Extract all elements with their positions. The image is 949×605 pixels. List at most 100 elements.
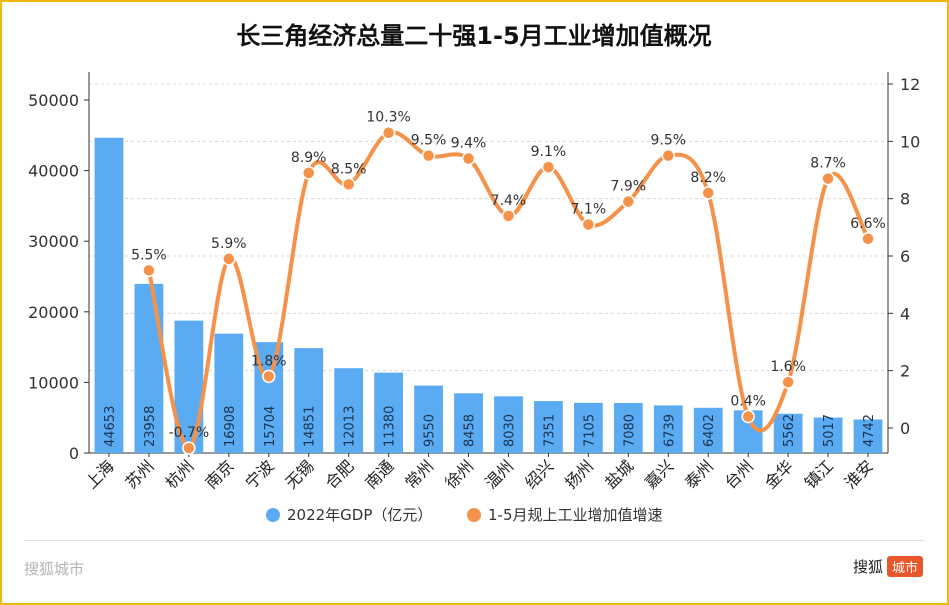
x-tick-label: 徐州 <box>441 456 477 492</box>
gdp-bar <box>853 419 883 453</box>
x-tick-label: 温州 <box>481 456 517 492</box>
legend-growth-label: 1-5月规上工业增加值增速 <box>488 506 663 524</box>
growth-point <box>262 369 276 384</box>
growth-point <box>741 409 755 424</box>
right-tick-label: 0 <box>900 419 910 438</box>
gdp-bar-label: 12013 <box>343 406 358 447</box>
legend-gdp-label: 2022年GDP（亿元） <box>287 506 432 524</box>
x-tick-label: 上海 <box>82 456 118 492</box>
growth-label: 6.6% <box>850 216 886 232</box>
gdp-bar-label: 23958 <box>143 406 158 447</box>
growth-label: 7.1% <box>571 201 607 217</box>
growth-point <box>821 171 835 186</box>
x-tick-label: 扬州 <box>561 456 597 492</box>
gdp-bar <box>134 283 164 453</box>
x-tick-label: 镇江 <box>801 456 837 492</box>
growth-point <box>222 252 236 266</box>
x-tick-label: 合肥 <box>321 456 357 492</box>
growth-line <box>146 130 870 451</box>
gdp-bar <box>94 137 124 453</box>
x-tick-label: 泰州 <box>681 456 717 492</box>
gdp-bar-label: 6402 <box>702 414 717 447</box>
growth-label: 9.4% <box>451 136 487 152</box>
gdp-bar-label: 44653 <box>103 406 118 447</box>
gdp-bar-label: 8458 <box>463 414 478 447</box>
growth-label: 1.8% <box>251 353 287 369</box>
x-tick-label: 南京 <box>202 456 238 492</box>
gdp-bar <box>813 417 843 453</box>
growth-label: 9.1% <box>531 144 567 160</box>
x-tick-label: 南通 <box>361 456 397 492</box>
gdp-bar <box>534 401 563 453</box>
gdp-bar <box>773 413 803 453</box>
chart-title: 长三角经济总量二十强1-5月工业增加值概况 <box>236 22 711 50</box>
growth-point <box>541 160 556 174</box>
right-tick-label: 6 <box>900 247 910 266</box>
gdp-bar-label: 14851 <box>303 406 318 447</box>
growth-label: 7.4% <box>491 193 527 209</box>
growth-label: 8.2% <box>690 170 726 186</box>
left-tick-label: 40000 <box>28 162 79 181</box>
growth-point <box>581 217 596 232</box>
growth-label: 8.7% <box>810 156 846 172</box>
left-tick-label: 50000 <box>28 91 79 110</box>
gdp-bar <box>494 396 523 453</box>
footer-divider <box>24 540 925 541</box>
gdp-bar-label: 7080 <box>622 414 637 447</box>
growth-point <box>381 125 396 140</box>
growth-point <box>421 148 436 163</box>
gdp-bar-label: 8030 <box>502 414 517 447</box>
growth-label: -0.7% <box>169 425 210 441</box>
gdp-bar <box>693 407 723 453</box>
right-tick-label: 2 <box>900 362 910 381</box>
x-tick-label: 常州 <box>401 456 437 492</box>
growth-point <box>301 166 316 180</box>
growth-label: 1.6% <box>770 359 806 375</box>
gdp-bar <box>613 403 643 453</box>
right-tick-label: 8 <box>900 190 910 209</box>
gdp-bar <box>414 385 443 453</box>
legend-growth-marker <box>467 508 481 522</box>
left-tick-label: 30000 <box>28 232 79 251</box>
growth-point <box>341 177 356 192</box>
growth-label: 0.4% <box>730 394 766 410</box>
growth-label: 8.5% <box>331 161 367 177</box>
growth-point <box>701 186 715 200</box>
legend-gdp-marker <box>266 508 280 522</box>
x-tick-label: 苏州 <box>122 456 158 492</box>
left-tick-label: 20000 <box>28 303 79 322</box>
growth-label: 5.5% <box>131 247 167 263</box>
x-tick-label: 金华 <box>761 456 797 492</box>
gdp-bar-label: 7105 <box>582 414 597 447</box>
footer-logo-badge: 城市 <box>886 556 923 577</box>
footer-logo: 搜狐 城市 <box>853 556 923 577</box>
gdp-bar-label: 7351 <box>542 414 557 447</box>
gdp-bar <box>334 368 364 453</box>
gdp-bar <box>653 405 683 453</box>
gdp-bar <box>294 348 324 453</box>
left-tick-label: 0 <box>69 444 79 463</box>
left-tick-label: 10000 <box>28 373 79 392</box>
growth-label: 5.9% <box>211 236 247 252</box>
growth-point <box>781 375 795 389</box>
x-tick-label: 淮安 <box>841 456 877 492</box>
footer-logo-text: 搜狐 <box>852 558 883 576</box>
gdp-bar-label: 6739 <box>662 414 677 447</box>
gdp-bar-label: 15704 <box>263 406 278 447</box>
growth-point <box>861 232 875 246</box>
growth-point <box>661 148 676 163</box>
growth-label: 9.5% <box>411 133 447 149</box>
footer-watermark: 搜狐城市 <box>24 560 85 578</box>
growth-point <box>501 209 516 223</box>
right-tick-label: 10 <box>900 132 920 151</box>
x-tick-label: 绍兴 <box>521 456 557 492</box>
growth-label: 9.5% <box>650 133 686 149</box>
gdp-bar <box>374 372 404 453</box>
gdp-bar <box>214 333 244 453</box>
gdp-bar <box>573 402 603 453</box>
growth-label: 8.9% <box>291 150 327 166</box>
x-tick-label: 宁波 <box>242 456 278 492</box>
right-tick-label: 4 <box>900 304 910 323</box>
x-tick-label: 无锡 <box>281 456 317 492</box>
gdp-bar-label: 5017 <box>822 414 837 447</box>
